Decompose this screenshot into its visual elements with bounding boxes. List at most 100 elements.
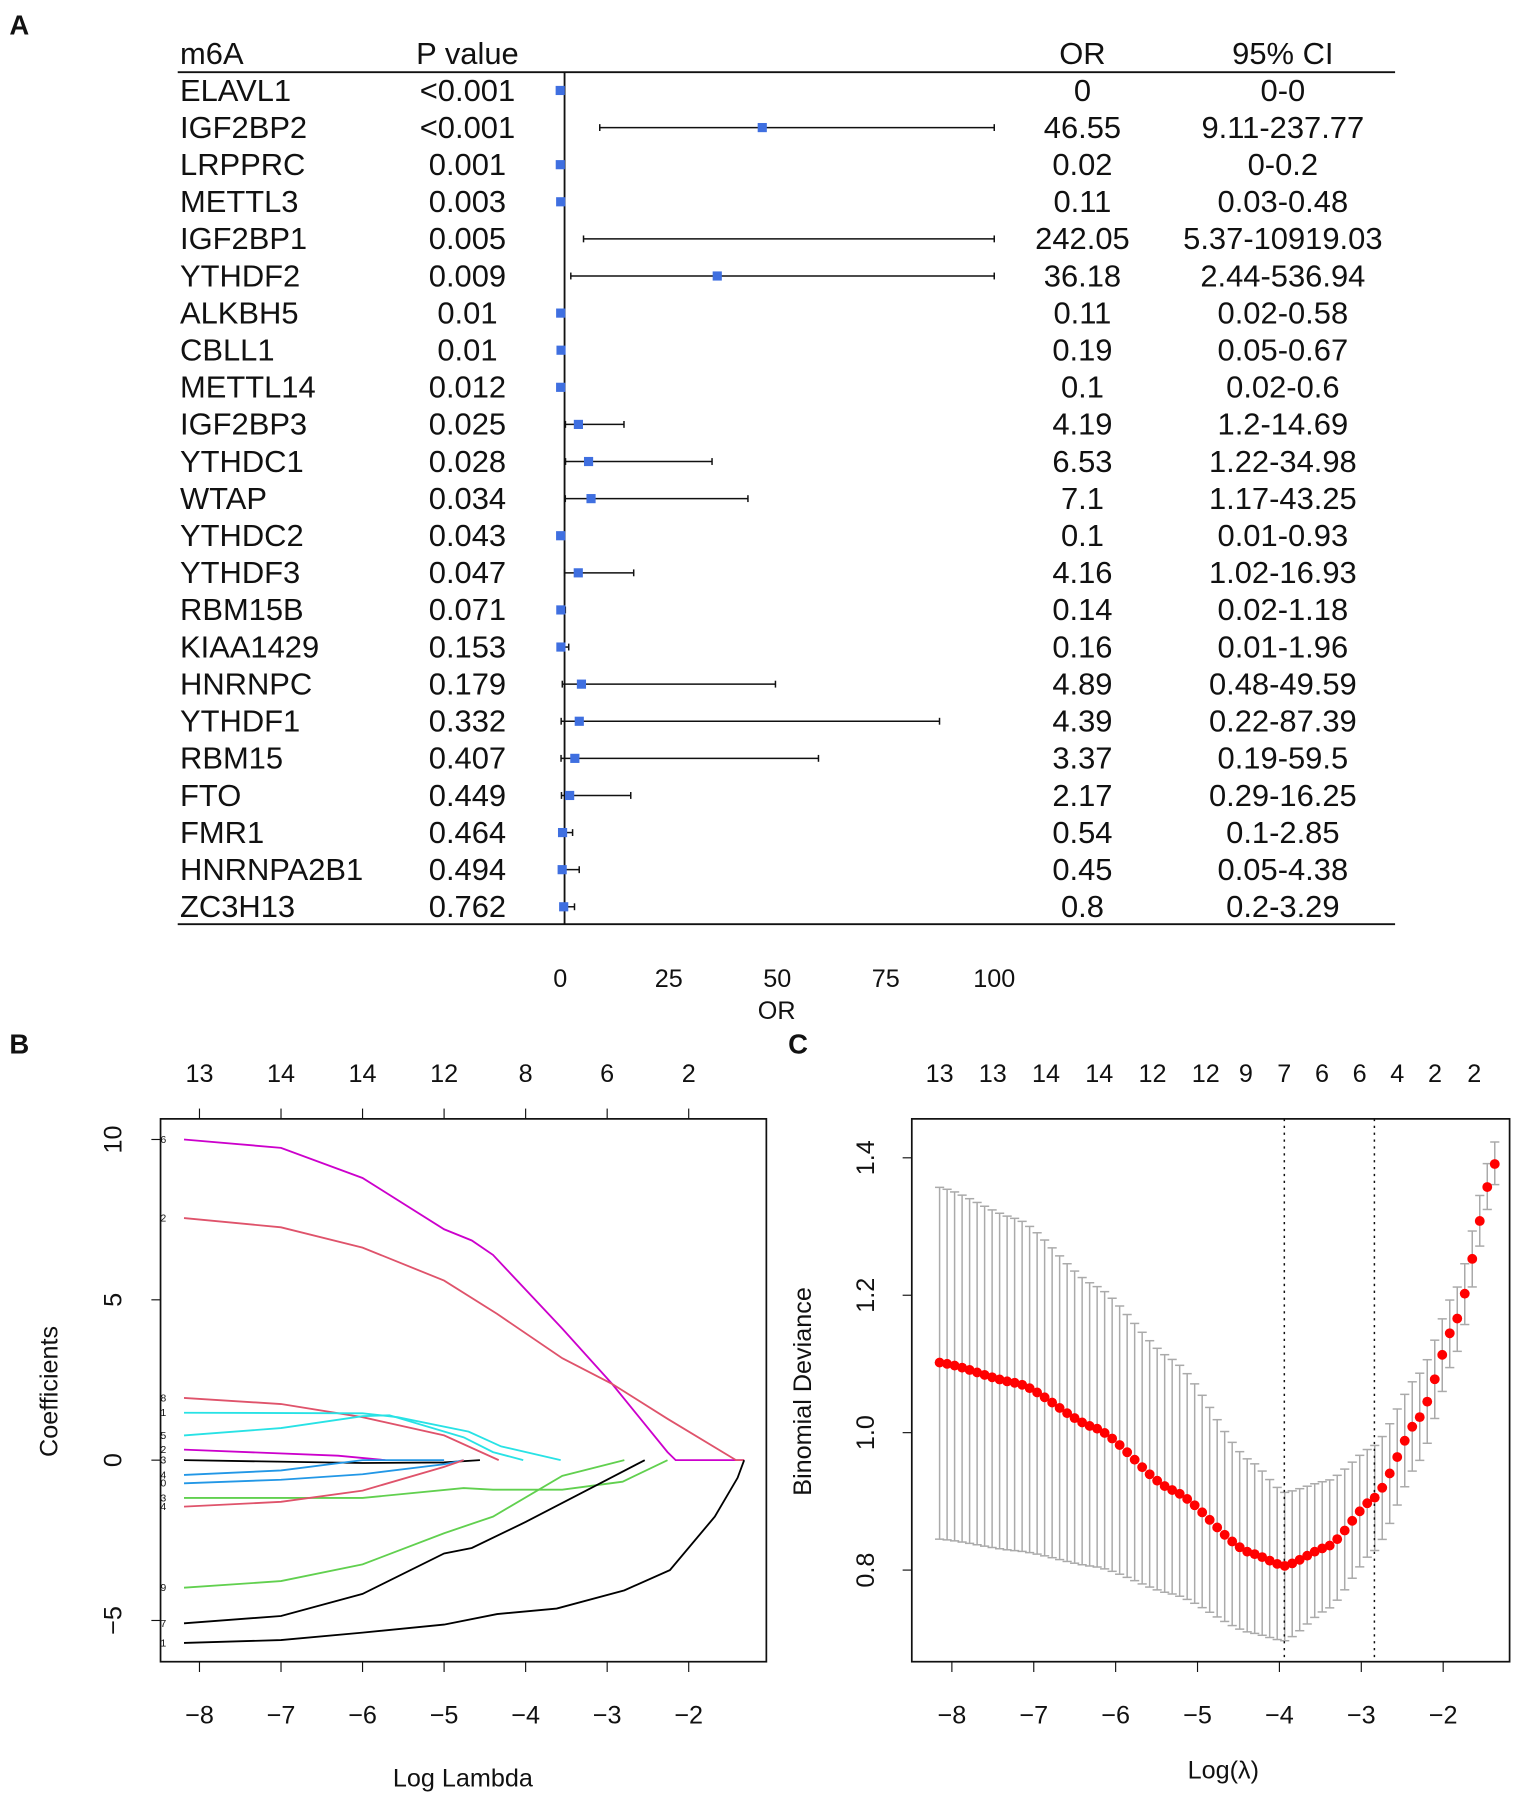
deviance-point [1444,1328,1455,1339]
ci-value: 1.22-34.98 [1209,444,1357,479]
x-tick-label: −3 [593,1702,622,1730]
gene-name: HNRNPC [180,666,312,701]
top-tick-label: 7 [1277,1060,1291,1088]
p-value: 0.012 [429,370,506,405]
gene-name: HNRNPA2B1 [180,852,363,887]
top-tick-label: 8 [519,1060,533,1088]
gene-name: ELAVL1 [180,73,291,108]
header-ci: 95% CI [1232,36,1333,71]
path-label: 3 [161,1493,167,1504]
deviance-point [964,1365,975,1375]
coefficient-path [183,1459,464,1508]
p-value: 0.449 [429,778,506,813]
table-row: ELAVL1 <0.001 0 0-0 [180,73,1305,108]
gene-name: ALKBH5 [180,295,299,330]
or-value: 0.1 [1061,518,1104,553]
deviance-point [1062,1408,1073,1419]
ci-value: 0.2-3.29 [1226,889,1339,924]
deviance-point [1017,1379,1028,1390]
p-value: 0.179 [429,666,506,701]
ci-value: 0.48-49.59 [1209,666,1357,701]
deviance-point [1227,1536,1238,1547]
panel-label-b: B [9,1029,29,1060]
ci-value: 0.22-87.39 [1209,704,1357,739]
gene-name: METTL3 [180,184,298,219]
or-value: 0.16 [1052,629,1112,664]
or-value: 0.8 [1061,889,1104,924]
deviance-point [1212,1522,1223,1533]
deviance-point [1249,1549,1260,1560]
top-tick-label: 13 [926,1060,954,1088]
deviance-point [957,1362,968,1373]
or-value: 6.53 [1052,444,1112,479]
gene-name: WTAP [180,481,267,516]
deviance-point [1084,1421,1095,1431]
or-value: 0.11 [1054,184,1112,219]
ci-value: 0.02-0.58 [1218,295,1349,330]
top-tick-label: 12 [1192,1060,1220,1088]
or-point [573,568,583,578]
or-value: 3.37 [1052,741,1112,776]
ci-value: 0.29-16.25 [1209,778,1357,813]
or-point [757,122,767,133]
y-tick-label: 0 [100,1453,128,1467]
path-label: 6 [161,1135,167,1146]
forest-plot: m6A P value OR 95% CI ELAVL1 <0.001 0 0-0IG… [177,36,1396,1025]
x-tick-label: −7 [267,1702,296,1730]
panel-label-a: A [9,9,29,40]
top-tick-label: 14 [349,1060,377,1088]
gene-name: FTO [180,778,241,813]
deviance-point [1384,1468,1395,1479]
table-row: ZC3H13 0.762 0.8 0.2-3.29 [180,889,1340,924]
coefficient-path [183,1459,625,1589]
ci-value: 0.02-0.6 [1226,370,1339,405]
or-value: 36.18 [1044,258,1121,293]
p-value: 0.003 [429,184,506,219]
coefficient-path [183,1397,500,1461]
deviance-point [1272,1558,1283,1569]
or-point [556,531,566,541]
deviance-point [1204,1514,1215,1525]
table-row: ALKBH5 0.01 0.11 0.02-0.58 [180,295,1348,330]
coefficient-path [183,1459,445,1476]
header-or: OR [1059,36,1105,71]
deviance-point [1489,1159,1500,1169]
deviance-point [1047,1397,1058,1408]
path-label: 4 [161,1470,167,1481]
deviance-point [934,1357,945,1368]
deviance-point [1039,1392,1050,1403]
path-label: 2 [161,1445,167,1456]
deviance-point [1309,1546,1320,1557]
or-value: 2.17 [1052,778,1112,813]
table-row: IGF2BP3 0.025 4.19 1.2-14.69 [180,407,1348,442]
deviance-point [1257,1552,1268,1563]
table-row: YTHDF2 0.009 36.18 2.44-536.94 [180,258,1365,293]
deviance-point [1317,1543,1328,1554]
deviance-point [994,1374,1005,1385]
deviance-point [1429,1374,1440,1385]
p-value: 0.762 [429,889,506,924]
gene-name: FMR1 [180,815,264,850]
top-tick-label: 14 [267,1060,295,1088]
gene-name: IGF2BP2 [180,110,307,145]
path-label: 5 [161,1431,167,1442]
table-row: METTL3 0.003 0.11 0.03-0.48 [180,184,1348,219]
ci-value: 1.2-14.69 [1218,407,1349,442]
p-value: 0.043 [429,518,506,553]
or-value: 0.19 [1052,333,1112,368]
p-value: 0.407 [429,741,506,776]
table-row: YTHDF3 0.047 4.16 1.02-16.93 [180,555,1357,590]
gene-name: YTHDF3 [180,555,300,590]
ci-value: 2.44-536.94 [1200,258,1365,293]
panel-label-c: C [788,1029,808,1060]
deviance-point [987,1372,998,1383]
coefficient-path [184,1411,561,1462]
coefficient-path [183,1414,524,1462]
plot-frame [910,1118,1511,1663]
deviance-point [1422,1396,1433,1407]
deviance-point [1369,1492,1380,1503]
ci-value: 0.05-0.67 [1218,333,1349,368]
deviance-point [1482,1182,1493,1192]
table-row: YTHDC1 0.028 6.53 1.22-34.98 [180,444,1357,479]
gene-name: RBM15 [180,741,283,776]
